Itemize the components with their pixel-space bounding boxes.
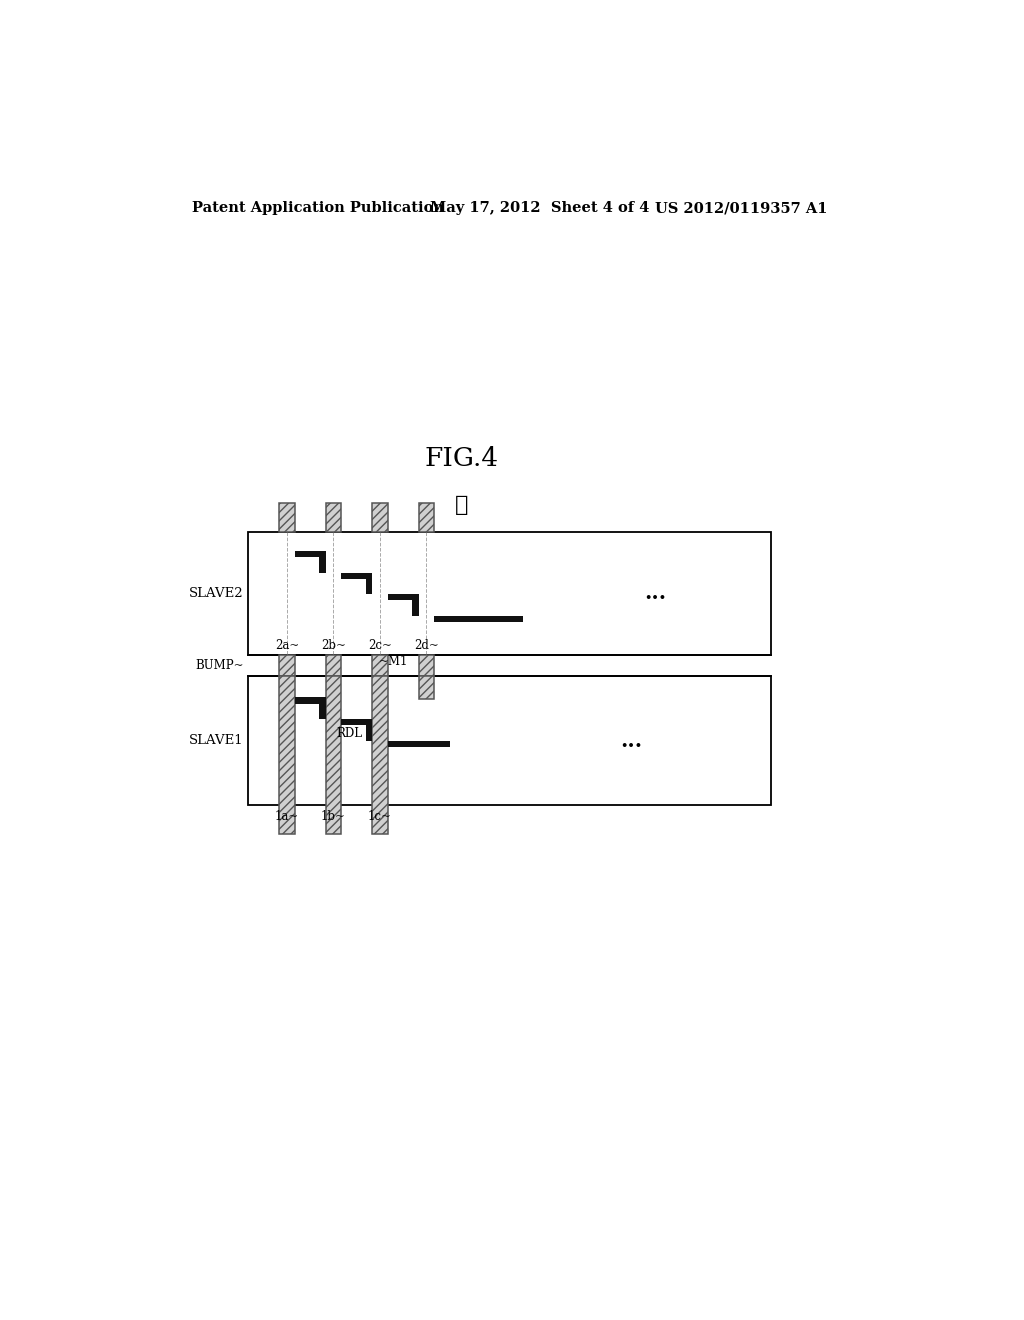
Text: 1b~: 1b~ xyxy=(321,810,346,824)
Text: ⋮: ⋮ xyxy=(455,494,468,516)
Text: 2a~: 2a~ xyxy=(274,639,299,652)
Bar xyxy=(372,503,388,532)
Text: 2c~: 2c~ xyxy=(368,639,392,652)
Bar xyxy=(248,676,771,805)
Text: Patent Application Publication: Patent Application Publication xyxy=(191,202,443,215)
Bar xyxy=(372,676,388,834)
Bar xyxy=(419,503,434,532)
Text: ~M1: ~M1 xyxy=(378,655,408,668)
Text: ...: ... xyxy=(644,583,666,603)
Text: 1a~: 1a~ xyxy=(274,810,299,824)
Text: BUMP~: BUMP~ xyxy=(195,659,244,672)
Text: 2b~: 2b~ xyxy=(321,639,346,652)
Bar xyxy=(366,725,372,741)
Text: 1c~: 1c~ xyxy=(368,810,392,824)
Bar xyxy=(248,532,771,655)
Bar xyxy=(295,697,326,704)
Bar xyxy=(319,557,326,573)
Bar xyxy=(413,601,419,615)
Bar xyxy=(372,655,388,676)
Bar xyxy=(434,615,523,622)
Text: US 2012/0119357 A1: US 2012/0119357 A1 xyxy=(655,202,827,215)
Text: ...: ... xyxy=(621,730,643,751)
Bar xyxy=(388,594,419,601)
Bar xyxy=(341,719,372,725)
Bar xyxy=(326,655,341,676)
Text: 2d~: 2d~ xyxy=(414,639,438,652)
Bar xyxy=(326,676,341,834)
Bar xyxy=(280,503,295,532)
Bar xyxy=(419,655,434,676)
Bar xyxy=(280,676,295,834)
Text: SLAVE1: SLAVE1 xyxy=(188,734,244,747)
Text: RDL: RDL xyxy=(337,726,362,739)
Text: FIG.4: FIG.4 xyxy=(424,446,499,471)
Bar xyxy=(341,573,372,579)
Text: May 17, 2012  Sheet 4 of 4: May 17, 2012 Sheet 4 of 4 xyxy=(430,202,649,215)
Bar xyxy=(295,552,326,557)
Bar xyxy=(326,503,341,532)
Bar xyxy=(319,704,326,719)
Bar xyxy=(419,676,434,700)
Bar xyxy=(388,741,450,747)
Text: SLAVE2: SLAVE2 xyxy=(188,587,244,601)
Bar xyxy=(366,578,372,594)
Bar xyxy=(280,655,295,676)
